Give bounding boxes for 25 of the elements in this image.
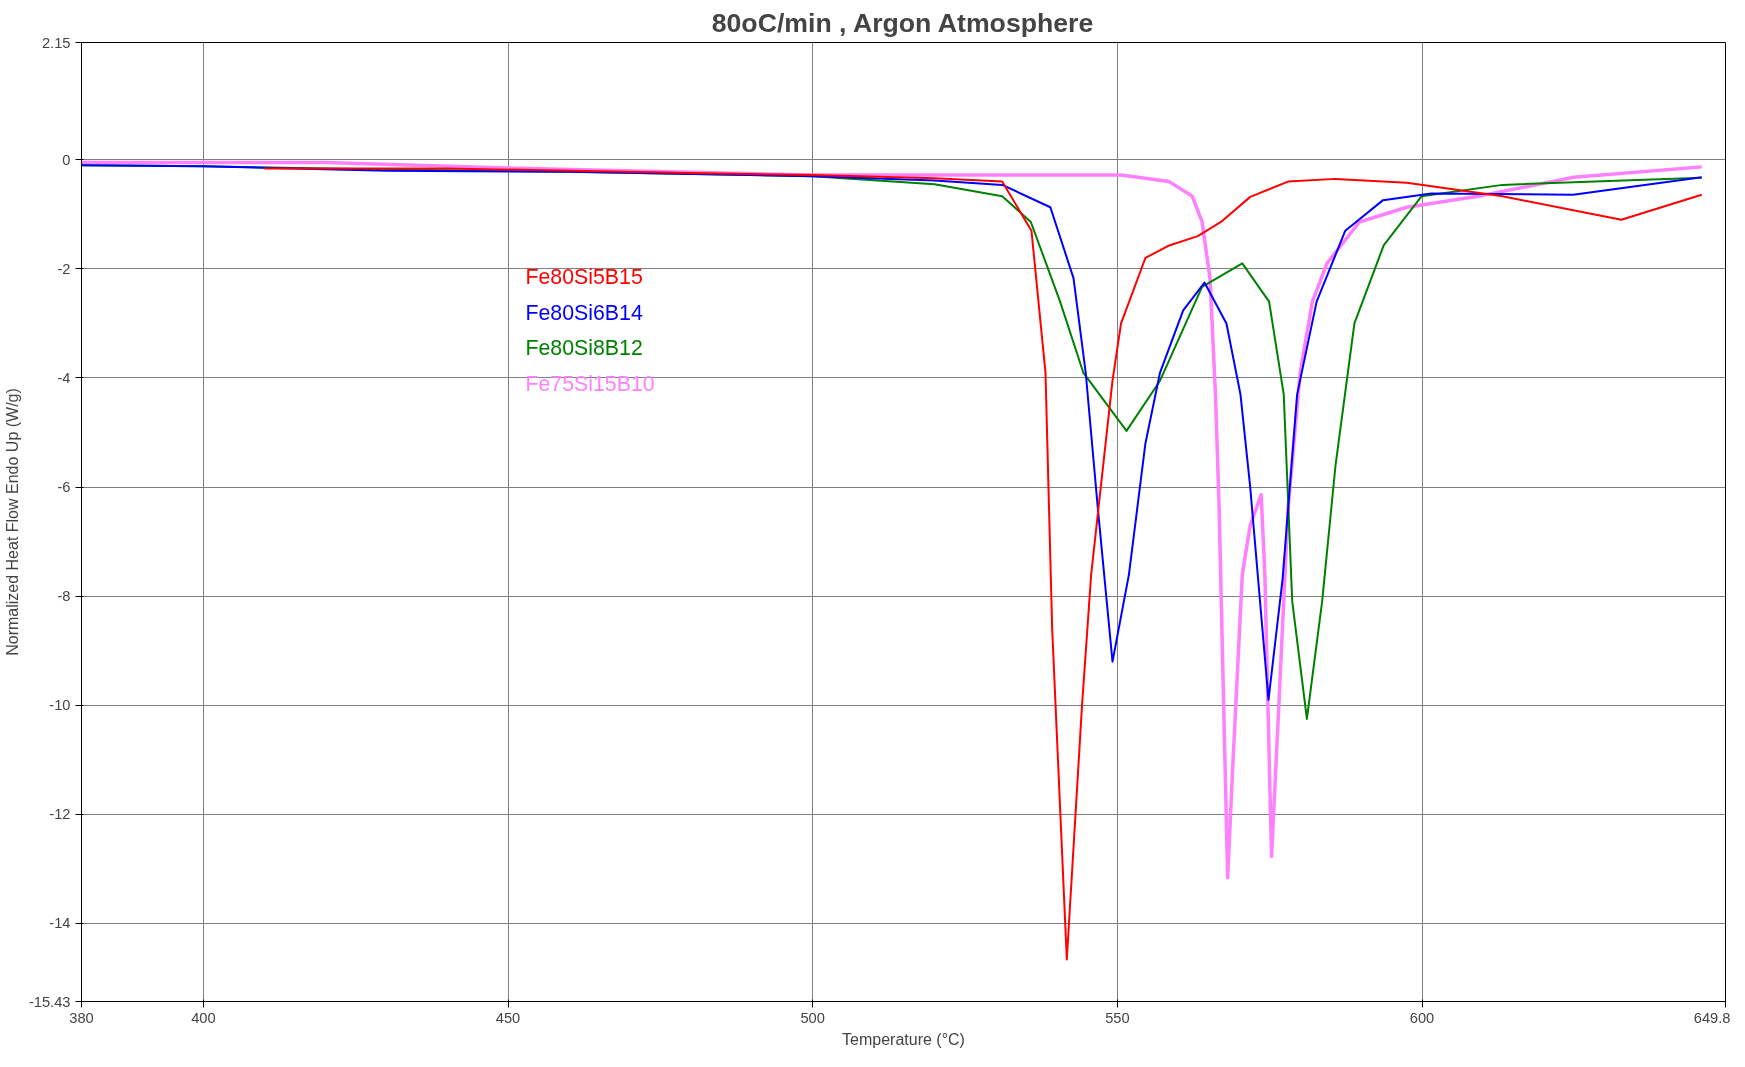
x-tick-label: 380 [69, 1009, 94, 1026]
y-axis-title: Normalized Heat Flow Endo Up (W/g) [3, 388, 21, 656]
x-tick-label: 649.8 [1693, 1009, 1731, 1026]
text: Fe80Si8B12 [525, 336, 643, 361]
y-tick-label: -6 [57, 479, 71, 496]
text: Fe80Si5B15 [525, 265, 643, 290]
line-series [263, 167, 1703, 961]
y-tick-label: 0 [62, 151, 71, 168]
y-tick-label: -4 [57, 369, 71, 386]
y-tick-label: -10 [49, 697, 71, 714]
y-tick-label: 2.15 [41, 34, 71, 51]
x-tick-label: 450 [495, 1009, 521, 1026]
y-tick-label: -12 [49, 806, 71, 823]
chart-title: 80oC/min , Argon Atmosphere [711, 7, 1094, 38]
text: Fe75Si15B10 [525, 371, 655, 396]
x-tick-label: 550 [1105, 1009, 1130, 1026]
y-tick-label: -14 [49, 915, 71, 932]
y-tick-label: -2 [57, 260, 71, 277]
y-tick-label: -15.43 [28, 993, 71, 1010]
text: Fe80Si6B14 [525, 300, 643, 325]
x-tick-label: 500 [800, 1009, 825, 1026]
x-axis-title: Temperature (°C) [842, 1030, 965, 1048]
x-tick-label: 600 [1409, 1009, 1435, 1026]
x-tick-label: 400 [191, 1009, 216, 1026]
y-tick-label: -8 [57, 588, 71, 605]
